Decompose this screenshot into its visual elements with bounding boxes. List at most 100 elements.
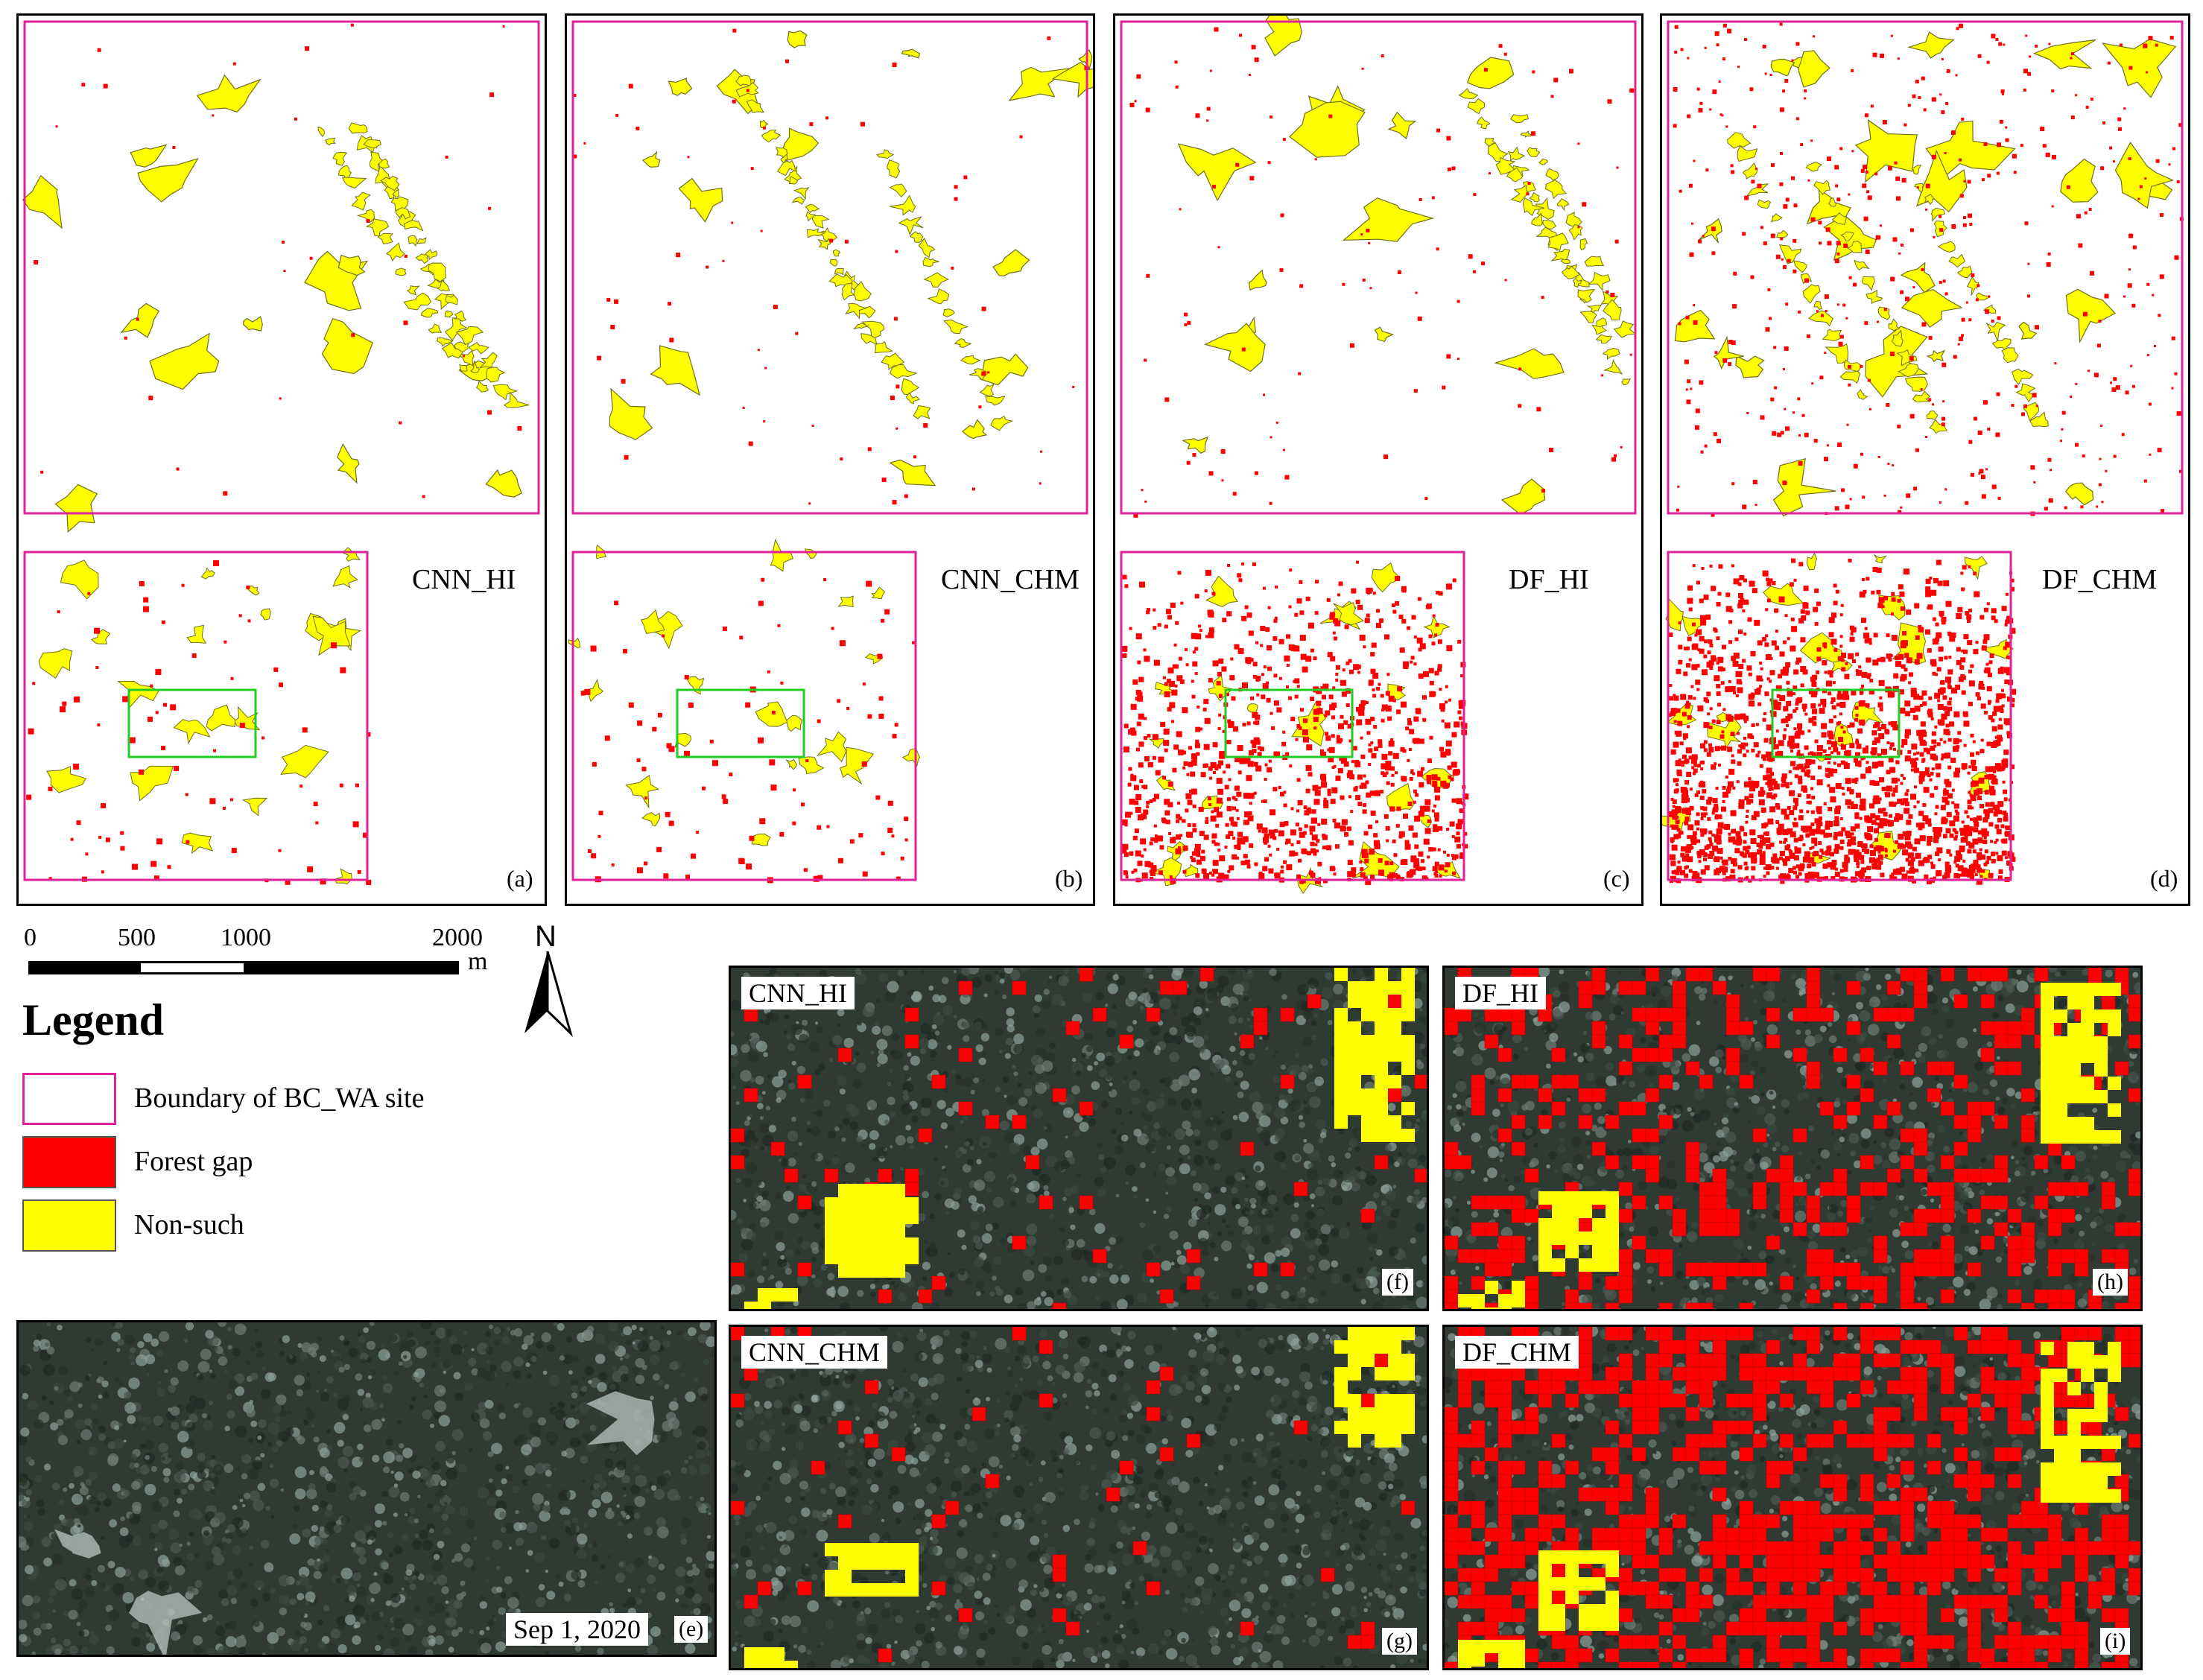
gap-cell [1176,675,1183,682]
gap-cell [1681,764,1684,767]
canopy-crown [581,1377,586,1381]
gap-cell [1680,786,1687,793]
gap-cell [1991,319,1994,323]
nonsuch-patch [1924,194,1934,206]
gap-cell [1288,605,1292,609]
nonsuch-patch [321,317,373,375]
gap-cell [1878,808,1884,814]
nonsuch-patch [1588,271,1611,291]
canopy-crown [294,1375,305,1386]
gap-cell [1828,832,1833,837]
canopy-crown [177,1497,183,1504]
gap-cell [1734,637,1739,641]
canopy-crown [304,1647,309,1652]
canopy-crown [500,1592,507,1599]
gap-cell [826,825,830,828]
gap-cell [1809,846,1813,850]
gap-cell [1363,876,1368,881]
gap-cell [1755,504,1757,507]
gap-cell [1721,745,1727,751]
gap-cell [1371,752,1377,758]
gap-cell [1884,833,1889,838]
gap-cell [1779,107,1784,112]
gap-cell [1141,784,1145,788]
gap-cell [1261,799,1264,803]
gap-cell [1939,687,1946,694]
gap-cell [1295,822,1299,827]
gap-cell [1325,710,1331,716]
gap-cell [1436,128,1441,133]
gap-cell [1784,408,1787,411]
gap-cell [894,723,898,727]
canopy-crown [230,1597,237,1605]
canopy-crown [661,1635,665,1639]
gap-cell [1867,378,1871,382]
gap-cell [1749,829,1756,836]
gap-cell [1728,640,1733,644]
gap-cell [1751,723,1755,727]
gap-cell [1766,577,1770,582]
gap-cell [1862,747,1868,754]
gap-cell [1019,135,1023,139]
nonsuch-patch [1966,276,1979,296]
gap-cell [1947,700,1952,706]
canopy-crown [188,1483,195,1491]
gap-cell [1378,682,1381,686]
gap-cell [1696,812,1700,817]
gap-cell [1904,668,1908,672]
canopy-crown [27,1515,31,1518]
gap-cell [1385,761,1392,767]
gap-cell [1141,855,1144,858]
gap-cell [1345,661,1350,665]
gap-cell [1788,770,1792,774]
gap-cell [1939,501,1942,504]
gap-cell [1192,823,1196,828]
gap-cell [1285,838,1291,844]
gap-cell [1980,854,1986,860]
nonsuch-patch [1371,562,1401,593]
gap-cell [1775,630,1778,633]
nonsuch-patch [1914,183,1924,194]
gap-cell [684,750,691,757]
gap-cell [1889,747,1893,750]
canopy-crown [625,1563,635,1573]
gap-cell [614,299,619,304]
gap-cell [1196,705,1200,709]
gap-cell [1984,774,1989,779]
gap-cell [1178,816,1182,820]
gap-cell [1706,691,1711,697]
gap-cell [1216,811,1223,818]
gap-cell [1425,604,1430,609]
canopy-crown [440,1480,447,1486]
gap-cell [687,156,690,159]
gap-cell [1955,863,1959,868]
gap-cell [2004,623,2008,627]
gap-cell [1687,695,1693,700]
gap-cell [1343,720,1348,725]
gap-cell [1692,622,1696,627]
canopy-crown [168,1528,180,1540]
gap-cell [621,378,626,384]
gap-cell [1816,752,1823,758]
canopy-crown [368,1401,378,1410]
gap-cell [1221,666,1227,672]
gap-cell [1704,865,1710,871]
gap-cell [1680,852,1685,858]
nonsuch-patch [1772,457,1836,517]
gap-cell [2143,479,2147,483]
gap-cell [1696,580,1700,585]
gap-cell [1238,578,1243,583]
gap-cell [1743,861,1748,866]
gap-cell [669,337,674,343]
gap-cell [1270,115,1273,119]
gap-cell [1468,254,1473,259]
gap-cell [1834,259,1839,264]
gap-cell [1963,825,1970,831]
gap-cell [1192,453,1196,457]
gap-cell [1855,713,1859,717]
gap-cell [1769,806,1776,813]
gap-cell [1824,671,1828,674]
canopy-crown [226,1585,238,1597]
nonsuch-patch [22,174,63,229]
gap-cell [1954,809,1958,813]
